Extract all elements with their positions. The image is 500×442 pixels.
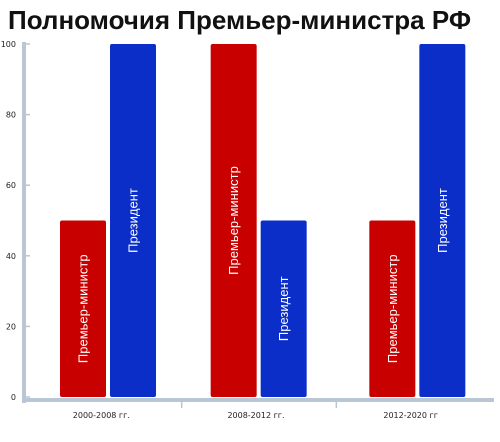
x-category-label: 2008-2012 гг. [227,411,284,420]
x-category-label: 2000-2008 гг. [73,411,130,420]
y-tick-label: 60 [6,181,16,190]
x-axis-line [22,398,494,402]
y-tick-label: 20 [6,322,16,331]
bar-label: Премьер-министр [385,254,400,363]
y-tick-label: 40 [6,252,16,261]
y-axis-ticks: 0 20 40 60 80 100 [1,40,30,402]
bar-president [419,44,466,397]
bar-label: Премьер-министр [226,166,241,275]
y-tick-label: 0 [11,393,16,402]
y-tick-label: 80 [6,111,16,120]
bar-prime-minister [369,220,416,397]
x-axis-categories: 2000-2008 гг. 2008-2012 гг. 2012-2020 гг [73,398,438,420]
bar-label: Президент [435,188,450,253]
bar-prime-minister [210,44,257,397]
bars: Премьер-министр Президент Премьер-министр П… [60,44,466,397]
y-axis-line [22,42,26,403]
x-category-label: 2012-2020 гг [383,411,438,420]
bar-president [260,220,307,397]
axes [22,42,494,403]
bar-prime-minister [60,220,106,397]
y-tick-label: 100 [1,40,16,49]
chart-title: Полномочия Премьер-министра РФ [8,5,472,35]
bar-president [110,44,156,397]
bar-label: Президент [276,276,291,341]
bar-label: Президент [126,188,141,253]
bar-label: Премьер-министр [76,254,91,363]
